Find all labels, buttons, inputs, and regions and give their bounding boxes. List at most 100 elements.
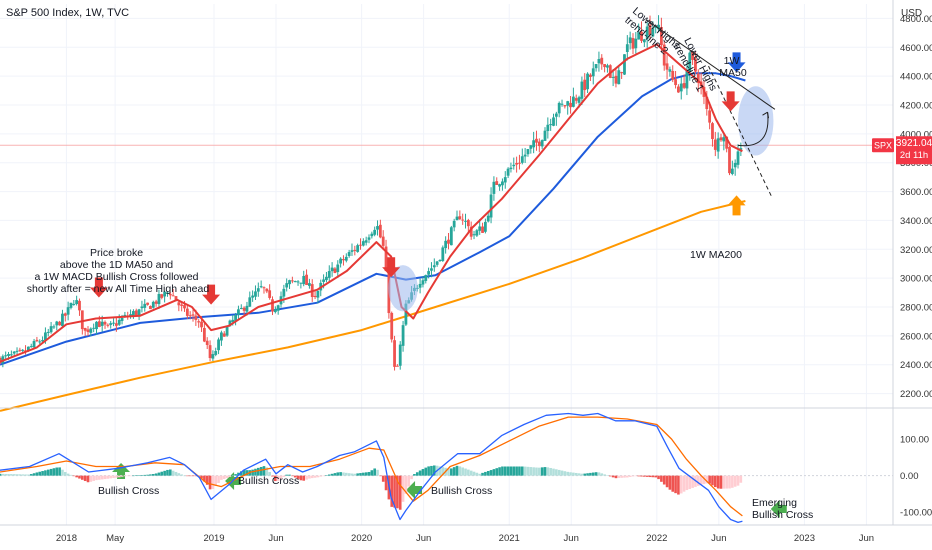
- macd-histogram-bar: [509, 466, 513, 476]
- macd-histogram-bar: [146, 474, 149, 476]
- macd-histogram-bar: [526, 466, 530, 476]
- candle: [583, 79, 587, 91]
- macd-histogram-bar: [719, 475, 723, 489]
- macd-histogram-bar: [699, 475, 703, 485]
- macd-histogram-bar: [532, 467, 535, 476]
- candle: [112, 322, 115, 324]
- candle: [682, 83, 686, 88]
- macd-histogram-bar: [157, 472, 161, 476]
- ma20-group: [0, 43, 743, 363]
- time-tick-label: 2021: [499, 533, 520, 544]
- macd-histogram-bar: [177, 473, 181, 476]
- candle: [157, 293, 161, 305]
- candle: [185, 308, 189, 316]
- macd-histogram-bar: [27, 474, 30, 476]
- macd-histogram-bar: [736, 475, 740, 486]
- candle: [736, 151, 740, 165]
- macd-histogram-bar: [557, 469, 561, 476]
- macd-histogram-bar: [333, 473, 337, 476]
- candle: [330, 267, 334, 272]
- candle: [694, 58, 697, 72]
- price-tick-label: 4800.00: [900, 14, 932, 25]
- candle: [361, 241, 365, 246]
- candle: [80, 310, 84, 330]
- macd-histogram-bar: [293, 475, 297, 478]
- macd-histogram-bar: [549, 467, 552, 476]
- candle: [603, 64, 607, 68]
- candle: [398, 344, 402, 366]
- macd-histogram-bar: [254, 468, 257, 476]
- candle: [520, 156, 524, 163]
- candle: [557, 102, 561, 114]
- price-tick-label: 2600.00: [900, 331, 932, 342]
- candle: [339, 258, 343, 264]
- candle: [728, 146, 731, 174]
- macd-histogram-bar: [160, 471, 164, 476]
- candle: [75, 300, 79, 305]
- macd-histogram-bar: [464, 468, 467, 476]
- macd-histogram-bar: [555, 469, 558, 476]
- macd-histogram-bar: [608, 475, 612, 477]
- macd-histogram-bar: [668, 475, 672, 490]
- macd-histogram-bar: [126, 475, 130, 477]
- candle: [549, 124, 553, 126]
- candle: [103, 321, 107, 325]
- candle: [645, 26, 649, 39]
- candle: [325, 276, 328, 281]
- macd-histogram-bar: [432, 465, 436, 476]
- macd-histogram-bar: [89, 475, 93, 482]
- note-line-2: above the 1D MA50 and: [60, 259, 173, 271]
- macd-histogram-bar: [540, 467, 544, 476]
- macd-histogram-bar: [421, 469, 425, 476]
- macd-histogram-bar: [492, 469, 496, 476]
- candle: [708, 110, 712, 123]
- candle: [316, 290, 320, 298]
- macd-histogram-bar: [489, 470, 493, 476]
- macd-histogram-bar: [58, 467, 61, 476]
- macd-histogram-bar: [617, 475, 621, 478]
- ma200-label: 1W MA200: [690, 249, 742, 261]
- candle: [32, 341, 36, 348]
- macd-tick-label: -100.00: [900, 508, 932, 519]
- macd-histogram-bar: [662, 475, 666, 485]
- candle: [512, 164, 516, 167]
- green-arrow-up-icon: [112, 463, 131, 479]
- grid: [0, 4, 893, 525]
- macd-histogram-bar: [501, 466, 504, 476]
- price-tick-label: 2800.00: [900, 303, 932, 314]
- macd-histogram-bar: [0, 473, 2, 476]
- candle: [333, 268, 337, 274]
- macd-histogram-bar: [572, 472, 575, 476]
- orange-arrow-icon: [727, 195, 746, 216]
- candle: [359, 244, 362, 246]
- candle: [151, 301, 155, 308]
- macd-histogram-bar: [214, 475, 218, 486]
- candle: [288, 280, 291, 285]
- candle: [631, 38, 635, 49]
- candle: [554, 113, 558, 117]
- candle: [523, 154, 527, 157]
- price-tick-label: 4400.00: [900, 72, 932, 83]
- macd-histogram-bar: [171, 470, 175, 476]
- macd-histogram-bar: [274, 475, 277, 482]
- macd-histogram-bar: [381, 475, 385, 482]
- trendline-2: [646, 19, 776, 110]
- highlight-ellipse: [388, 265, 418, 312]
- candle: [66, 307, 70, 315]
- candle: [12, 351, 16, 354]
- price-tick-label: 2400.00: [900, 360, 932, 371]
- candle: [472, 234, 476, 236]
- time-tick-label: Jun: [268, 533, 283, 544]
- candle: [634, 38, 638, 49]
- candle: [608, 65, 612, 78]
- time-tick-label: Jun: [564, 533, 579, 544]
- candle: [202, 327, 206, 342]
- note-line-4: shortly after = new All Time High ahead: [27, 283, 210, 295]
- price-badge-bg: [896, 136, 932, 165]
- macd-histogram-bar: [29, 474, 33, 476]
- macd-histogram-bar: [415, 472, 419, 476]
- macd-histogram-bar: [330, 473, 334, 476]
- macd-histogram-bar: [262, 466, 266, 476]
- macd-histogram-bar: [132, 475, 135, 477]
- candle: [322, 279, 325, 282]
